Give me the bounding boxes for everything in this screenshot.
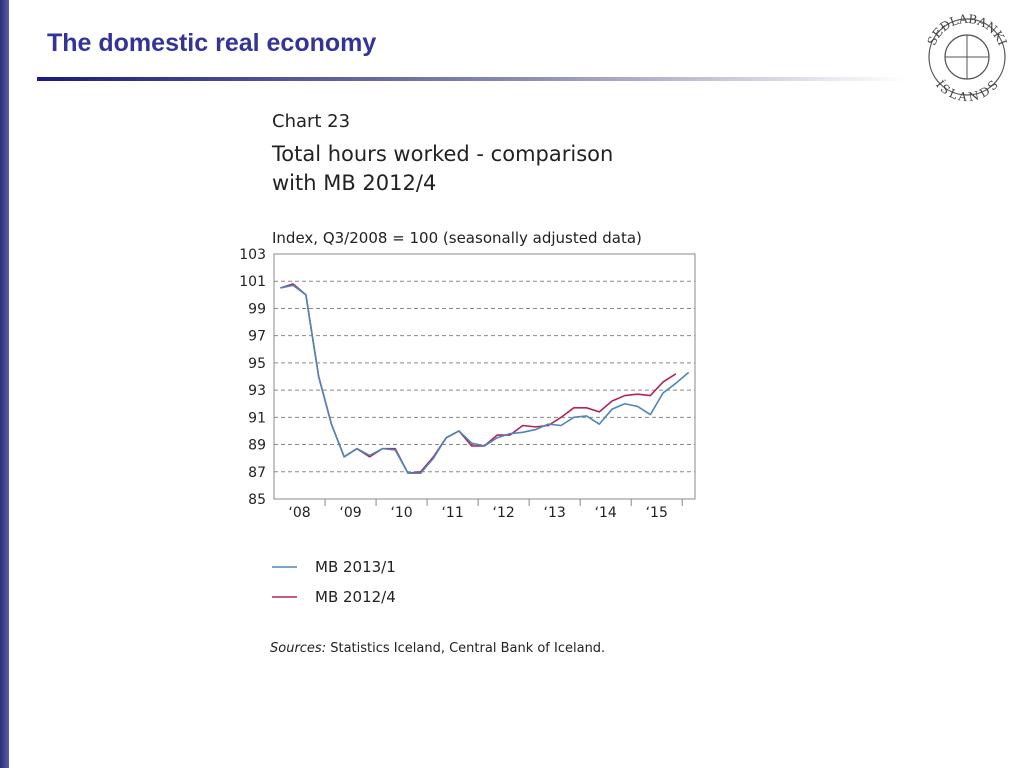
chart-label: Chart 23 xyxy=(272,111,350,132)
x-tick-label: ‘15 xyxy=(646,505,668,521)
y-tick-label: 89 xyxy=(248,438,266,454)
header-rule xyxy=(37,77,907,81)
side-bar xyxy=(0,0,9,768)
sources-label: Sources: xyxy=(270,641,326,656)
y-tick-label: 93 xyxy=(248,383,266,399)
sources: Sources: Statistics Iceland, Central Ban… xyxy=(270,641,605,656)
logo: SEÐLABANKI ÍSLANDS xyxy=(925,12,1010,104)
y-tick-label: 99 xyxy=(248,301,266,317)
plot: 85 87 89 91 93 95 97 99 101 103 ‘08 ‘09 ‘10 ‘11 ‘12 ‘13… xyxy=(239,247,696,606)
logo-text: ÍSLANDS xyxy=(933,77,1001,104)
x-tick-label: ‘10 xyxy=(390,505,412,521)
logo-bottom: ÍSLANDS xyxy=(933,77,1001,104)
chart-title: with MB 2012/4 xyxy=(272,171,436,195)
sources-text: Statistics Iceland, Central Bank of Icel… xyxy=(326,641,605,656)
y-axis-label: Index, Q3/2008 = 100 (seasonally adjuste… xyxy=(272,229,642,247)
x-tick-label: ‘11 xyxy=(441,505,463,521)
legend-label: MB 2013/1 xyxy=(315,558,396,576)
y-tick-label: 95 xyxy=(248,356,266,372)
x-tick-label: ‘14 xyxy=(595,505,617,521)
x-tick-label: ‘09 xyxy=(339,505,361,521)
y-tick-label: 97 xyxy=(248,329,266,345)
y-tick-label: 87 xyxy=(248,465,266,481)
y-tick-label: 85 xyxy=(248,492,266,508)
y-tick-label: 101 xyxy=(239,274,266,290)
legend-label: MB 2012/4 xyxy=(315,588,396,606)
series-line xyxy=(280,284,690,474)
x-tick-label: ‘13 xyxy=(544,505,566,521)
plot-frame xyxy=(273,253,696,500)
slide-title: The domestic real economy xyxy=(47,29,376,57)
y-tick-label: 91 xyxy=(248,410,266,426)
x-tick-label: ‘12 xyxy=(493,505,515,521)
logo-ring xyxy=(928,18,1006,96)
x-tick-label: ‘08 xyxy=(288,505,310,521)
chart-title: Total hours worked - comparison xyxy=(271,142,613,166)
y-tick-label: 103 xyxy=(239,247,266,263)
